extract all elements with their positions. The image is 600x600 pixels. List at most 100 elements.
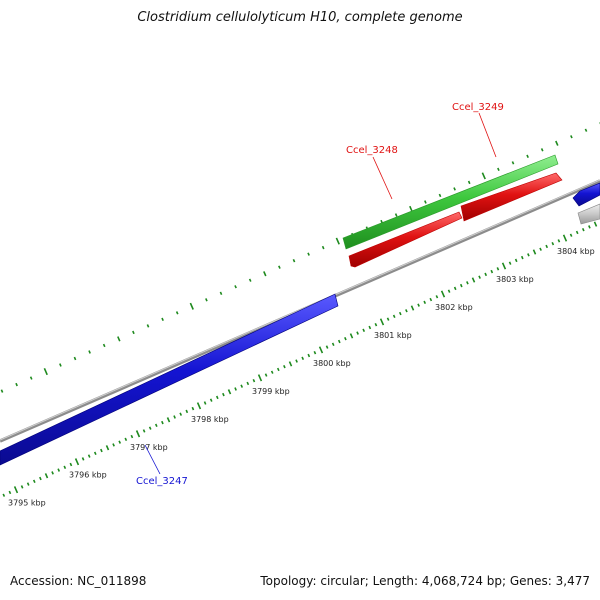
ruler-minor-tick (344, 336, 347, 341)
ruler-label: 3804 kbp (557, 247, 595, 256)
ruler-major-tick (318, 346, 324, 354)
outer-tick (205, 298, 208, 302)
ruler-minor-tick (593, 221, 598, 227)
ruler-minor-tick (130, 434, 134, 439)
gene-label-ccel-3247: Ccel_3247 (136, 476, 188, 487)
outer-tick (481, 172, 486, 180)
callout-line-ccel-3249 (478, 112, 497, 158)
ruler-minor-tick (124, 437, 128, 442)
ruler-minor-tick (575, 230, 579, 235)
ruler-major-tick (257, 374, 263, 382)
ruler-minor-tick (362, 328, 366, 333)
ruler-minor-tick (514, 258, 518, 263)
ruler-minor-tick (331, 342, 335, 347)
outer-tick-track (0, 122, 600, 393)
ruler-minor-tick (532, 249, 537, 255)
ruler-minor-tick (283, 364, 286, 369)
ruler-minor-tick (356, 331, 359, 335)
ruler-minor-tick (374, 322, 378, 327)
ruler-minor-tick (368, 325, 372, 330)
ruler-minor-tick (410, 305, 415, 311)
ruler-minor-tick (118, 440, 122, 444)
ruler-minor-tick (39, 476, 42, 481)
gene-ccel-3247[interactable] (0, 293, 339, 466)
ruler-minor-tick (105, 445, 110, 451)
ruler-minor-tick (191, 406, 195, 411)
ruler-minor-tick (435, 295, 439, 299)
gene-label-ccel-3249: Ccel_3249 (452, 102, 504, 113)
ruler-minor-tick (453, 286, 457, 291)
outer-tick (321, 245, 325, 250)
gene-ccel-3249[interactable] (460, 172, 563, 222)
ruler-minor-tick (429, 297, 433, 302)
ruler-minor-tick (270, 370, 274, 374)
ruler-minor-tick (32, 479, 36, 484)
outer-tick (59, 363, 62, 367)
ruler-labels: 3795 kbp 3796 kbp 3797 kbp 3798 kbp 3799 kbp… (8, 247, 595, 508)
ruler-minor-tick (57, 468, 61, 472)
ruler-minor-tick (69, 462, 73, 467)
topology-text: Topology: circular; Length: 4,068,724 bp… (260, 574, 590, 588)
outer-tick (248, 278, 252, 282)
outer-tick (102, 343, 106, 348)
outer-tick (526, 154, 529, 159)
ruler-minor-tick (392, 314, 396, 319)
ruler-minor-tick (569, 233, 573, 237)
ruler-minor-tick (496, 267, 500, 271)
gene-ccel-3248[interactable] (348, 211, 463, 268)
ruler-minor-tick (234, 387, 237, 391)
outer-tick (132, 330, 135, 335)
ruler-minor-tick (2, 493, 6, 497)
ruler-minor-tick (301, 356, 305, 361)
gene-reverse-offscreen[interactable] (572, 182, 600, 207)
ruler-tick-track (2, 221, 598, 497)
ruler-minor-tick (276, 367, 280, 372)
outer-tick (409, 205, 413, 212)
ruler-label: 3799 kbp (252, 387, 290, 396)
ruler-minor-tick (240, 384, 244, 388)
ruler-minor-tick (63, 465, 67, 470)
ruler-minor-tick (161, 420, 164, 425)
ruler-label: 3798 kbp (191, 415, 229, 424)
outer-tick (511, 161, 515, 165)
outer-tick (335, 237, 340, 245)
gene-callouts: Ccel_3249 Ccel_3248 Ccel_3247 (136, 102, 504, 487)
ruler-minor-tick (398, 311, 402, 316)
ruler-minor-tick (264, 373, 268, 377)
ruler-label: 3800 kbp (313, 359, 351, 368)
ruler-minor-tick (484, 272, 488, 277)
ruler-minor-tick (349, 333, 354, 339)
ruler-minor-tick (252, 378, 256, 383)
outer-tick (88, 350, 91, 354)
ruler-minor-tick (112, 443, 115, 447)
ruler-minor-tick (51, 471, 54, 475)
ruler-minor-tick (100, 448, 103, 453)
ruler-minor-tick (203, 401, 207, 405)
ruler-minor-tick (527, 253, 530, 257)
ruler-minor-tick (490, 269, 494, 274)
ruler-minor-tick (471, 277, 476, 283)
ruler-minor-tick (508, 261, 512, 265)
ruler-minor-tick (81, 457, 85, 461)
ruler-minor-tick (405, 309, 408, 313)
ruler-minor-tick (87, 454, 91, 458)
outer-tick (189, 302, 194, 310)
feature-rna-green (342, 154, 559, 250)
ruler-label: 3803 kbp (496, 275, 534, 284)
outer-tick (15, 382, 18, 387)
ruler-major-tick (135, 430, 141, 438)
ruler-minor-tick (386, 317, 390, 321)
ruler-label: 3795 kbp (8, 499, 46, 508)
ruler-minor-tick (325, 345, 329, 349)
ruler-minor-tick (246, 381, 250, 386)
ruler-major-tick (196, 402, 202, 410)
outer-tick (278, 265, 281, 269)
ruler-major-tick (501, 262, 507, 270)
outer-tick (570, 135, 573, 139)
callout-line-ccel-3247 (144, 444, 161, 475)
ruler-minor-tick (173, 415, 176, 419)
outer-tick (29, 376, 33, 380)
ruler-minor-tick (227, 389, 232, 395)
ruler-minor-tick (20, 485, 24, 489)
ruler-minor-tick (166, 417, 171, 423)
